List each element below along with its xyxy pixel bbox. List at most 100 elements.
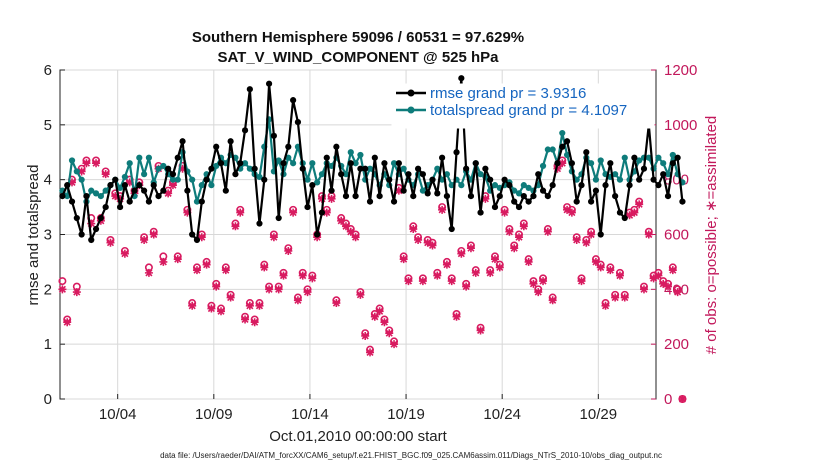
assimilated-point bbox=[442, 260, 451, 269]
assimilated-point bbox=[615, 271, 624, 280]
assimilated-point bbox=[447, 277, 456, 286]
assimilated-point bbox=[149, 230, 158, 239]
rmse-point bbox=[198, 198, 205, 205]
totalspread-point bbox=[309, 160, 316, 167]
assimilated-point bbox=[639, 285, 648, 294]
rmse-point bbox=[237, 160, 244, 167]
totalspread-point bbox=[645, 154, 652, 161]
rmse-point bbox=[588, 198, 595, 205]
rmse-point bbox=[597, 231, 604, 238]
assimilated-point bbox=[486, 268, 495, 277]
assimilated-point bbox=[591, 257, 600, 266]
totalspread-point bbox=[97, 193, 104, 200]
rmse-point bbox=[208, 165, 215, 172]
rmse-point bbox=[342, 193, 350, 200]
totalspread-point bbox=[559, 129, 566, 137]
rmse-point bbox=[496, 193, 503, 200]
assimilated-point bbox=[596, 263, 605, 272]
rmse-point bbox=[193, 236, 201, 244]
y-tick-label: 1 bbox=[44, 336, 52, 353]
rmse-point bbox=[213, 143, 220, 150]
legend-rmse-marker bbox=[407, 89, 415, 97]
assimilated-point bbox=[659, 279, 668, 288]
rmse-point bbox=[539, 187, 547, 194]
assimilated-point bbox=[144, 268, 153, 277]
rmse-point bbox=[443, 193, 451, 200]
assimilated-point bbox=[255, 301, 264, 310]
y-tick-label: 2 bbox=[44, 281, 52, 298]
totalspread-point bbox=[511, 187, 518, 194]
totalspread-point bbox=[520, 182, 527, 189]
totalspread-point bbox=[304, 176, 311, 183]
possible-point bbox=[58, 277, 67, 286]
assimilated-point bbox=[505, 227, 514, 236]
rmse-point bbox=[179, 138, 186, 145]
totalspread-point bbox=[198, 182, 205, 189]
rmse-point bbox=[515, 203, 523, 211]
rmse-point bbox=[347, 160, 354, 167]
assimilated-point bbox=[452, 312, 461, 321]
assimilated-point bbox=[226, 293, 235, 302]
assimilated-point bbox=[116, 194, 125, 203]
assimilated-point bbox=[265, 285, 274, 294]
rmse-point bbox=[434, 190, 441, 197]
rmse-point bbox=[280, 160, 287, 167]
assimilated-point bbox=[250, 318, 259, 327]
assimilated-point bbox=[77, 167, 86, 176]
assimilated-point bbox=[567, 208, 576, 217]
y2-tick-label: 600 bbox=[664, 227, 689, 244]
rmse-point bbox=[679, 198, 686, 205]
rmse-point bbox=[612, 193, 619, 200]
rmse-series-line bbox=[61, 77, 684, 242]
rmse-point bbox=[83, 193, 90, 200]
rmse-point bbox=[578, 182, 585, 189]
x-tick-label: 10/04 bbox=[99, 406, 137, 423]
assimilated-point bbox=[120, 249, 129, 258]
assimilated-point bbox=[207, 304, 216, 313]
assimilated-point bbox=[231, 222, 240, 231]
assimilated-point bbox=[519, 222, 528, 231]
legend-box bbox=[391, 83, 655, 129]
rmse-point bbox=[463, 165, 470, 172]
rmse-point bbox=[563, 138, 571, 145]
assimilated-point bbox=[490, 255, 499, 264]
assimilated-point bbox=[308, 274, 317, 283]
rmse-point bbox=[390, 198, 398, 205]
assimilated-point bbox=[236, 208, 245, 217]
assimilated-point bbox=[390, 340, 399, 349]
assimilated-point bbox=[82, 159, 91, 168]
rmse-point bbox=[227, 138, 234, 145]
rmse-point bbox=[362, 165, 369, 172]
totalspread-point bbox=[78, 176, 85, 183]
totalspread-point bbox=[491, 182, 499, 189]
rmse-point bbox=[568, 160, 575, 167]
x-axis-label: Oct.01,2010 00:00:00 start bbox=[269, 428, 447, 445]
totalspread-point bbox=[275, 157, 282, 164]
assimilated-point bbox=[221, 266, 230, 275]
assimilated-point bbox=[539, 277, 548, 286]
assimilated-point bbox=[192, 266, 201, 275]
rmse-point bbox=[251, 165, 258, 172]
rmse-point bbox=[472, 160, 479, 167]
rmse-point bbox=[97, 214, 104, 222]
totalspread-point bbox=[660, 160, 667, 167]
rmse-point bbox=[333, 143, 340, 150]
y2-tick-label: 200 bbox=[664, 336, 689, 353]
assimilated-point bbox=[587, 230, 596, 239]
x-tick-label: 10/19 bbox=[387, 406, 425, 423]
assimilated-point bbox=[317, 194, 326, 203]
totalspread-point bbox=[544, 146, 551, 153]
totalspread-point bbox=[285, 154, 292, 161]
rmse-point bbox=[511, 198, 518, 205]
assimilated-point bbox=[58, 285, 67, 294]
rmse-point bbox=[328, 187, 335, 194]
totalspread-point bbox=[539, 162, 547, 170]
totalspread-point bbox=[477, 171, 484, 178]
rmse-point bbox=[530, 193, 537, 200]
rmse-point bbox=[222, 187, 229, 194]
assimilated-point bbox=[466, 244, 475, 253]
assimilated-point bbox=[553, 164, 562, 173]
assimilated-point bbox=[529, 279, 538, 288]
rmse-point bbox=[405, 171, 412, 178]
assimilated-point bbox=[241, 315, 250, 324]
